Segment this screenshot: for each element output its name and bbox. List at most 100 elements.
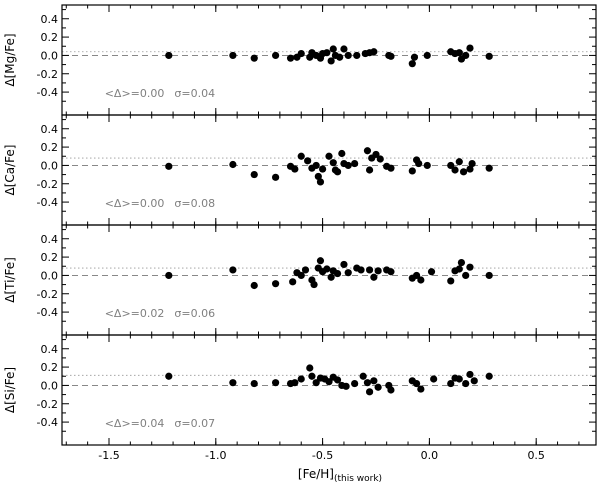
data-point	[272, 280, 280, 288]
data-point	[468, 159, 476, 168]
y-tick-label: -0.4	[37, 196, 58, 209]
data-point	[447, 161, 455, 170]
data-point	[323, 265, 331, 273]
data-point	[370, 273, 378, 281]
data-point	[297, 271, 305, 280]
data-point	[462, 271, 470, 280]
data-point	[314, 172, 322, 181]
y-tick-label: 0.2	[41, 251, 59, 264]
data-point	[291, 165, 299, 173]
y-tick-label: -0.2	[37, 178, 58, 191]
data-point	[318, 165, 327, 173]
x-tick-label: 0.0	[421, 449, 439, 462]
sigma-text: σ=0.04	[174, 87, 215, 100]
panel-2: -0.4 -0.2 0.0 0.2 0.4 Δ[Ca/Fe] <Δ>=0.00 σ=0.08	[3, 114, 597, 226]
data-point	[250, 54, 258, 62]
sigma-text: σ=0.06	[174, 307, 215, 320]
data-point	[291, 379, 299, 387]
mean-text: <Δ>=0.00	[105, 197, 165, 210]
data-point	[365, 166, 374, 174]
data-point	[297, 49, 305, 58]
y-tick-label: 0.4	[41, 233, 59, 246]
data-point	[387, 386, 395, 394]
data-point	[333, 168, 342, 176]
data-point	[310, 280, 318, 289]
data-point	[387, 164, 395, 172]
sigma-text: σ=0.07	[174, 417, 215, 430]
data-point	[327, 57, 335, 65]
data-point	[297, 152, 305, 160]
data-point	[229, 379, 237, 387]
data-point	[353, 51, 361, 60]
data-point	[272, 51, 280, 60]
data-point	[344, 161, 352, 170]
data-point	[423, 161, 431, 170]
data-point	[387, 268, 395, 276]
data-point	[250, 281, 258, 290]
data-point	[412, 271, 421, 280]
data-point	[333, 269, 342, 278]
y-tick-label: -0.2	[37, 288, 58, 301]
y-tick-label: 0.4	[41, 343, 59, 356]
data-point	[340, 45, 348, 53]
data-point	[466, 44, 474, 52]
data-point	[272, 379, 280, 387]
x-axis-label-main: [Fe/H]	[298, 467, 334, 481]
data-point	[316, 178, 325, 186]
data-point	[466, 263, 474, 271]
mean-text: <Δ>=0.00	[105, 87, 165, 100]
data-point	[457, 258, 466, 267]
y-tick-label: -0.2	[37, 68, 58, 81]
data-point	[365, 388, 374, 396]
data-point	[351, 159, 359, 168]
data-point	[250, 379, 258, 388]
data-point	[286, 54, 295, 62]
data-point	[410, 53, 419, 61]
data-point	[165, 162, 173, 170]
data-point	[462, 379, 470, 388]
data-point	[387, 52, 395, 60]
y-tick-label: 0.0	[41, 379, 59, 392]
data-point	[329, 45, 337, 53]
y-axis-label: Δ[Si/Fe]	[3, 367, 17, 413]
data-point	[357, 266, 365, 274]
data-point	[325, 378, 333, 386]
y-tick-label: 0.0	[41, 49, 59, 62]
panel-1: -0.4 -0.2 0.0 0.2 0.4 Δ[Mg/Fe] <Δ>=0.00 σ=0.04	[3, 4, 597, 116]
data-point	[455, 158, 463, 166]
data-point	[351, 379, 359, 388]
data-point	[370, 377, 378, 385]
x-axis-label-subscript: (this work)	[334, 474, 382, 484]
data-point	[327, 273, 335, 281]
data-point	[165, 271, 173, 280]
y-tick-label: -0.4	[37, 306, 58, 319]
x-tick-label: -1.0	[205, 449, 226, 462]
data-point	[297, 375, 305, 383]
panel-4: -0.4 -0.2 0.0 0.2 0.4 Δ[Si/Fe] <Δ>=0.04 σ=0.07	[3, 334, 597, 446]
data-point	[363, 379, 372, 387]
data-point	[301, 266, 310, 274]
data-point	[459, 168, 468, 176]
y-axis-label: Δ[Ca/Fe]	[3, 145, 17, 196]
y-tick-label: 0.2	[41, 141, 59, 154]
data-point	[329, 159, 337, 167]
data-point	[333, 376, 342, 384]
data-point	[455, 49, 463, 57]
y-tick-label: -0.4	[37, 416, 58, 429]
data-point	[165, 51, 173, 60]
sigma-text: σ=0.08	[174, 197, 215, 210]
data-point	[427, 268, 436, 276]
panel-frame	[61, 334, 597, 446]
y-tick-label: 0.0	[41, 159, 59, 172]
data-point	[342, 382, 350, 390]
data-point	[447, 379, 455, 388]
data-point	[412, 379, 421, 388]
data-point	[374, 383, 382, 391]
x-tick-label: 0.5	[527, 449, 545, 462]
data-point	[165, 372, 173, 380]
stats-annotation: <Δ>=0.00 σ=0.04	[105, 87, 215, 100]
data-point	[229, 51, 237, 60]
data-point	[365, 266, 374, 274]
data-point	[229, 266, 237, 274]
